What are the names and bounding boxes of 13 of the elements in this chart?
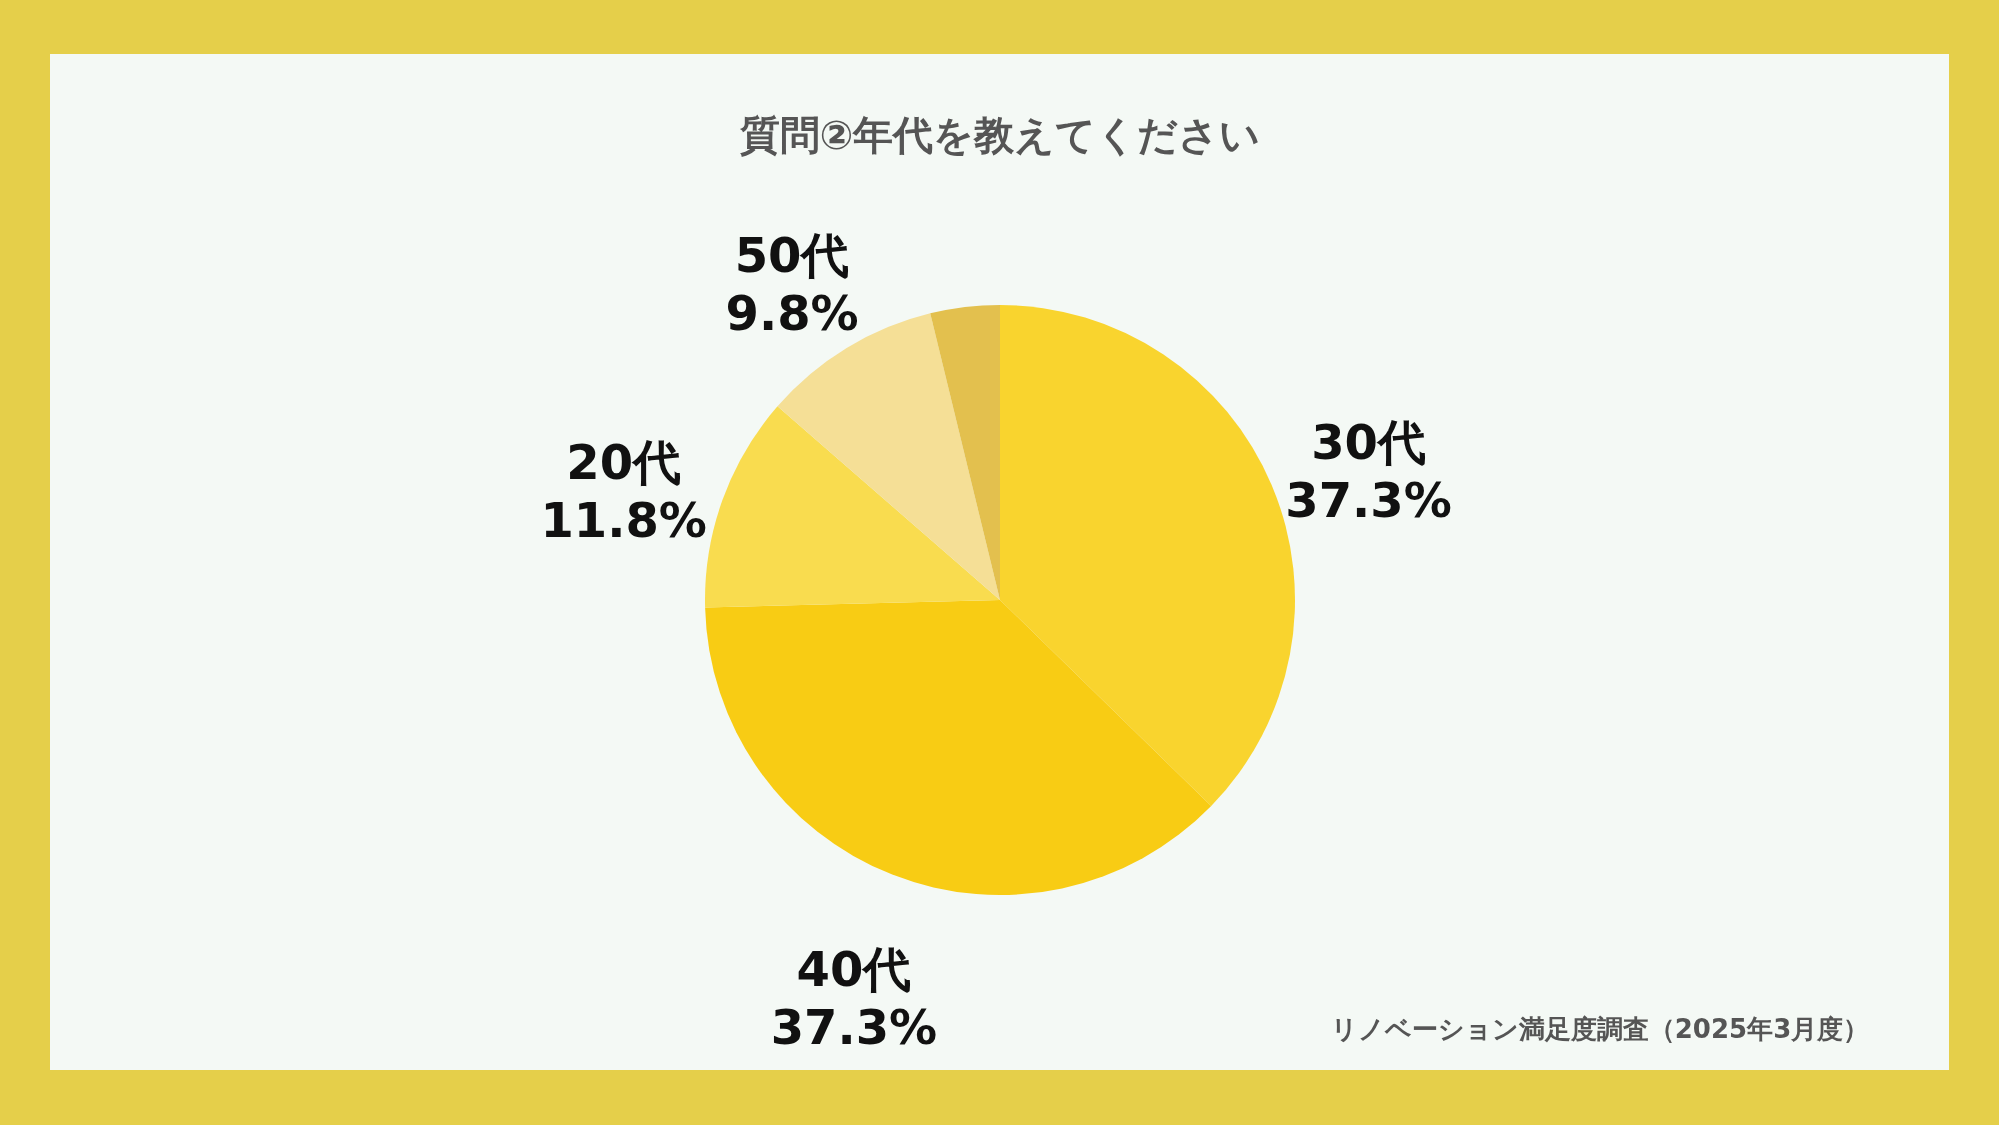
slice-label: 50代 — [734, 227, 850, 284]
data-label: 9.8% — [725, 285, 859, 342]
slice-label: 30代 — [1311, 413, 1426, 470]
text: リノベーション満足度調査（2025年3月度） — [1330, 1014, 1870, 1044]
pie-slice — [705, 600, 1212, 895]
data-label: 37.3% — [770, 999, 938, 1056]
pie-slice — [930, 305, 1000, 600]
data-label: 11.8% — [540, 491, 707, 548]
pie-slice — [705, 406, 1000, 608]
slice-label: 20代 — [566, 433, 682, 490]
slice-label: 40代 — [796, 941, 912, 998]
data-label: 37.3% — [1285, 471, 1452, 528]
chart-title: 質問②年代を教えてください — [738, 112, 1261, 158]
